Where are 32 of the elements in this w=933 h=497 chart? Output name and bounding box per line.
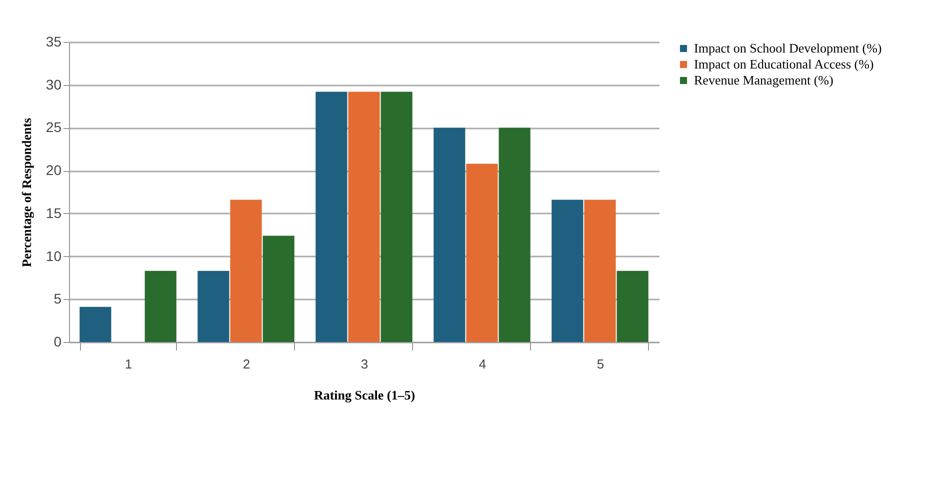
bar (498, 128, 530, 342)
y-tick-label: 10 (46, 248, 62, 264)
x-tick-label: 2 (242, 356, 250, 372)
y-tick-label: 35 (46, 34, 62, 50)
x-tick-label: 3 (360, 356, 368, 372)
bar (144, 270, 176, 342)
x-tick-label: 4 (478, 356, 486, 372)
legend-label: Revenue Management (%) (694, 72, 834, 88)
y-tick-label: 15 (46, 204, 62, 221)
bar (262, 236, 294, 342)
bar (380, 92, 412, 342)
bar (616, 270, 648, 342)
y-tick-label: 25 (46, 119, 62, 136)
y-tick-label: 30 (46, 76, 62, 92)
y-axis-title: Percentage of Respondents (18, 118, 34, 268)
bar (348, 92, 380, 342)
bar (584, 200, 616, 342)
bar (80, 306, 112, 342)
y-tick-label: 0 (54, 334, 62, 350)
bar (552, 200, 584, 342)
bar (198, 270, 230, 342)
legend-label: Impact on School Development (%) (694, 40, 882, 56)
bar (230, 200, 262, 342)
bar (466, 164, 498, 342)
x-tick-label: 5 (596, 356, 604, 372)
y-tick-label: 5 (54, 290, 62, 307)
bar (434, 128, 466, 342)
x-axis-title: Rating Scale (1–5) (314, 388, 416, 402)
legend-label: Impact on Educational Access (%) (694, 56, 874, 72)
bar (316, 92, 348, 342)
x-tick-label: 1 (124, 356, 132, 372)
y-tick-label: 20 (46, 162, 62, 178)
